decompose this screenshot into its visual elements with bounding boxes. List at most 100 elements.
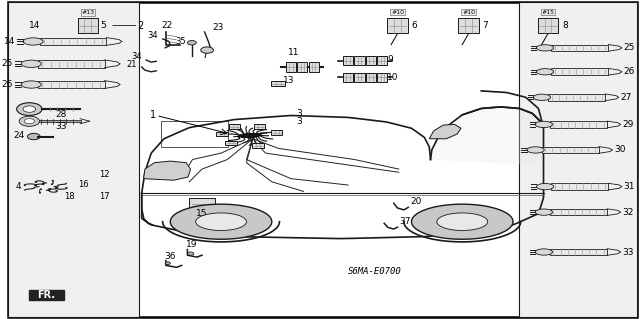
Text: 23: 23 — [212, 23, 223, 32]
FancyBboxPatch shape — [551, 69, 609, 75]
FancyBboxPatch shape — [271, 81, 285, 86]
Text: 35: 35 — [175, 37, 186, 46]
Circle shape — [23, 106, 36, 112]
Ellipse shape — [535, 121, 552, 128]
Text: 4: 4 — [15, 182, 21, 191]
Text: 1: 1 — [150, 110, 156, 120]
Ellipse shape — [527, 147, 544, 153]
FancyBboxPatch shape — [550, 121, 607, 128]
Text: 11: 11 — [288, 48, 300, 57]
Text: #15: #15 — [541, 10, 554, 15]
Text: 17: 17 — [99, 192, 110, 201]
Text: 9: 9 — [387, 56, 393, 64]
Ellipse shape — [535, 209, 552, 215]
FancyBboxPatch shape — [377, 73, 387, 82]
Circle shape — [165, 262, 170, 264]
Text: 36: 36 — [164, 252, 176, 261]
Text: 26: 26 — [623, 67, 635, 76]
Ellipse shape — [536, 183, 554, 190]
FancyBboxPatch shape — [548, 94, 605, 100]
Circle shape — [24, 119, 35, 124]
Text: 29: 29 — [622, 120, 634, 129]
Text: #13: #13 — [81, 10, 94, 15]
FancyBboxPatch shape — [550, 249, 607, 255]
FancyBboxPatch shape — [189, 198, 214, 208]
FancyBboxPatch shape — [541, 147, 599, 153]
Circle shape — [201, 47, 213, 53]
Text: 14: 14 — [29, 21, 40, 30]
FancyBboxPatch shape — [308, 62, 319, 72]
FancyBboxPatch shape — [550, 209, 607, 215]
Text: 5: 5 — [100, 21, 106, 30]
Text: FR.: FR. — [37, 290, 55, 300]
Polygon shape — [196, 213, 246, 230]
FancyBboxPatch shape — [343, 56, 353, 65]
Polygon shape — [29, 290, 63, 300]
FancyBboxPatch shape — [252, 144, 264, 148]
Circle shape — [188, 252, 194, 255]
Text: 10: 10 — [387, 73, 399, 82]
Text: 34: 34 — [147, 31, 157, 40]
FancyBboxPatch shape — [355, 56, 365, 65]
Polygon shape — [412, 204, 513, 239]
Text: 25: 25 — [623, 43, 635, 52]
Text: 8: 8 — [562, 21, 568, 30]
FancyBboxPatch shape — [387, 18, 408, 33]
FancyBboxPatch shape — [229, 124, 241, 129]
Text: 16: 16 — [78, 180, 89, 189]
FancyBboxPatch shape — [366, 73, 376, 82]
Text: 33: 33 — [55, 122, 67, 131]
Circle shape — [19, 116, 40, 126]
FancyBboxPatch shape — [77, 18, 98, 33]
Text: 2: 2 — [137, 20, 143, 31]
Text: 21: 21 — [127, 60, 137, 69]
FancyBboxPatch shape — [355, 73, 365, 82]
Text: S6MA-E0700: S6MA-E0700 — [348, 267, 401, 276]
FancyBboxPatch shape — [538, 18, 558, 33]
Text: 30: 30 — [614, 145, 625, 154]
Text: 28: 28 — [56, 110, 67, 119]
Text: 22: 22 — [161, 21, 173, 30]
Polygon shape — [429, 124, 461, 139]
Text: 15: 15 — [196, 209, 208, 218]
FancyBboxPatch shape — [458, 18, 479, 33]
Text: 12: 12 — [99, 170, 109, 179]
Text: 18: 18 — [63, 192, 74, 201]
Text: 26: 26 — [2, 80, 13, 89]
Circle shape — [17, 103, 42, 115]
Text: 13: 13 — [283, 76, 294, 85]
Ellipse shape — [536, 45, 554, 51]
Ellipse shape — [21, 81, 41, 88]
Text: #10: #10 — [462, 10, 475, 15]
Text: 33: 33 — [622, 248, 634, 256]
Ellipse shape — [535, 249, 552, 255]
Text: 20: 20 — [410, 197, 422, 206]
FancyBboxPatch shape — [8, 2, 138, 317]
FancyBboxPatch shape — [343, 73, 353, 82]
Text: #10: #10 — [391, 10, 404, 15]
Text: 19: 19 — [186, 240, 197, 249]
FancyBboxPatch shape — [38, 60, 104, 68]
FancyBboxPatch shape — [377, 56, 387, 65]
FancyBboxPatch shape — [297, 62, 307, 72]
FancyBboxPatch shape — [551, 45, 609, 51]
Polygon shape — [170, 204, 272, 239]
Text: 34: 34 — [131, 52, 141, 61]
Ellipse shape — [23, 38, 43, 45]
FancyBboxPatch shape — [366, 56, 376, 65]
FancyBboxPatch shape — [38, 81, 104, 88]
Text: 14: 14 — [4, 37, 15, 46]
Text: 37: 37 — [399, 217, 410, 226]
FancyBboxPatch shape — [286, 62, 296, 72]
Text: 31: 31 — [623, 182, 635, 191]
FancyBboxPatch shape — [40, 38, 106, 45]
FancyBboxPatch shape — [520, 2, 637, 317]
Text: 7: 7 — [483, 21, 488, 30]
Text: 6: 6 — [412, 21, 417, 30]
Polygon shape — [431, 107, 543, 166]
Polygon shape — [143, 161, 191, 180]
Polygon shape — [437, 213, 488, 230]
Text: 3: 3 — [296, 109, 301, 118]
Circle shape — [28, 133, 40, 140]
Text: 3: 3 — [296, 117, 301, 126]
